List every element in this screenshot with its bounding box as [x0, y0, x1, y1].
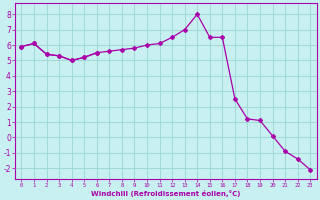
X-axis label: Windchill (Refroidissement éolien,°C): Windchill (Refroidissement éolien,°C)	[91, 190, 241, 197]
